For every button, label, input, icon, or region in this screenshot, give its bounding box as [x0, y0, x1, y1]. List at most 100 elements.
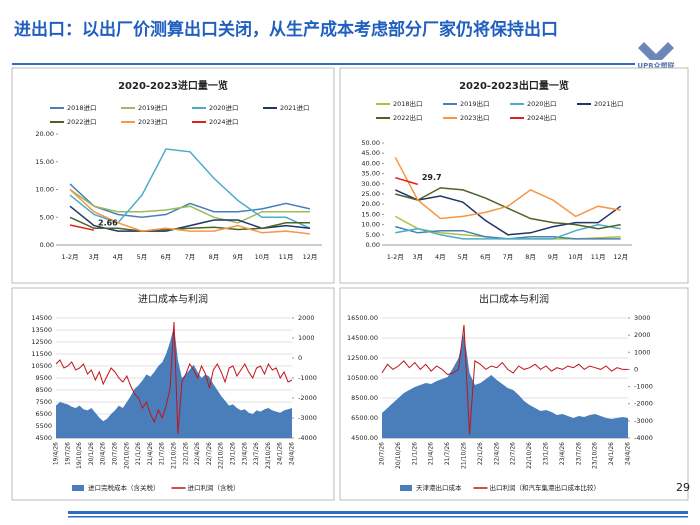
- x-tick-label: 22/7/26: [206, 442, 213, 465]
- x-tick-label: 21/7/26: [159, 442, 166, 465]
- chart-title: 2020-2023进口量一览: [118, 79, 228, 92]
- x-tick-label: 23/1/26: [543, 442, 550, 465]
- y-tick-label: 12500.00: [347, 354, 378, 362]
- x-tick-label: 24/4/26: [625, 442, 632, 465]
- x-tick-label: 3月: [412, 253, 423, 261]
- chart-title: 2020-2023出口量一览: [459, 79, 569, 92]
- y-tick-label: 10500: [31, 362, 52, 370]
- line: [55, 321, 293, 435]
- x-tick-label: 21/10/26: [171, 442, 178, 469]
- area: [382, 333, 628, 438]
- x-tick-label: 22/7/26: [510, 442, 517, 465]
- x-tick-label: 11月: [279, 253, 294, 261]
- x-tick-label: 22/10/26: [526, 442, 533, 469]
- x-tick-label: 23/4/26: [559, 442, 566, 465]
- legend-label: 2018出口: [393, 99, 423, 108]
- x-tick-label: 23/4/26: [241, 442, 248, 465]
- data-label: 29.7: [422, 173, 442, 182]
- legend-label: 2018进口: [67, 104, 97, 112]
- y-tick-label: 20.00: [35, 130, 54, 138]
- x-tick-label: 19/10/26: [76, 442, 83, 469]
- line: [69, 148, 311, 229]
- chart-title: 进口成本与利润: [138, 293, 208, 306]
- y-tick-label: 14500: [31, 314, 52, 322]
- legend-label: 2020进口: [209, 104, 239, 112]
- logo-text: UPR众塑联: [637, 61, 675, 70]
- x-tick-label: 6月: [161, 253, 172, 261]
- legend-label: 2021出口: [594, 99, 624, 108]
- y-tick-label: 6500.00: [351, 414, 378, 422]
- line: [395, 223, 621, 240]
- x-tick-label: 24/1/26: [608, 442, 615, 465]
- y-tick-label: 7500: [35, 398, 52, 406]
- legend-label: 2022进口: [67, 118, 97, 126]
- y2-tick-label: -3000: [634, 417, 653, 425]
- y2-tick-label: -1000: [634, 383, 653, 391]
- chart-title: 出口成本与利润: [479, 293, 549, 306]
- y-tick-label: 8500.00: [351, 394, 378, 402]
- legend-label: 2023出口: [460, 113, 490, 122]
- x-tick-label: 21/4/26: [428, 442, 435, 465]
- y2-tick-label: -4000: [298, 434, 317, 442]
- y-tick-label: 20.00: [361, 200, 380, 208]
- x-tick-label: 10月: [255, 253, 270, 261]
- logo-icon: [638, 42, 674, 60]
- x-tick-label: 5月: [458, 253, 469, 261]
- y-tick-label: 4500.00: [351, 434, 378, 442]
- panel: [11, 67, 335, 284]
- x-tick-label: 3月: [89, 253, 100, 261]
- y2-tick-label: 0: [634, 365, 638, 373]
- y-tick-label: 25.00: [361, 190, 380, 198]
- x-tick-label: 8月: [525, 253, 536, 261]
- line: [69, 205, 311, 232]
- x-tick-label: 22/4/26: [493, 442, 500, 465]
- x-tick-label: 24/1/26: [277, 442, 284, 465]
- x-tick-label: 22/1/26: [477, 442, 484, 465]
- legend-label: 2019出口: [460, 99, 490, 108]
- y2-tick-label: 1000: [634, 348, 651, 356]
- x-tick-label: 20/10/26: [123, 442, 130, 469]
- logo: UPR众塑联: [637, 42, 676, 70]
- x-tick-label: 23/10/26: [592, 442, 599, 469]
- line: [394, 156, 621, 220]
- y2-tick-label: -3000: [298, 414, 317, 422]
- legend-label: 进口利润（含税）: [188, 483, 240, 492]
- y-tick-label: 0.00: [40, 241, 54, 249]
- x-tick-label: 21/7/26: [444, 442, 451, 465]
- y-tick-label: 5500: [35, 422, 52, 430]
- x-tick-label: 22/10/26: [218, 442, 225, 469]
- line: [394, 189, 622, 236]
- x-tick-label: 9月: [233, 253, 244, 261]
- y2-tick-label: 3000: [634, 314, 651, 322]
- x-tick-label: 1-2月: [387, 253, 404, 261]
- x-tick-label: 1-2月: [61, 253, 78, 261]
- y2-tick-label: 2000: [634, 331, 651, 339]
- y-tick-label: 6500: [35, 410, 52, 418]
- x-tick-label: 20/7/26: [112, 442, 119, 465]
- legend-label: 2024出口: [527, 113, 557, 122]
- y-tick-label: 8500: [35, 386, 52, 394]
- x-tick-label: 20/7/26: [379, 442, 386, 465]
- x-tick-label: 12月: [613, 253, 628, 261]
- y-tick-label: 16500.00: [347, 314, 378, 322]
- x-tick-label: 4月: [435, 253, 446, 261]
- y-tick-label: 45.00: [361, 149, 380, 157]
- x-tick-label: 23/10/26: [265, 442, 272, 469]
- y2-tick-label: -1000: [298, 374, 317, 382]
- y-tick-label: 40.00: [361, 159, 380, 167]
- y-tick-label: 5.00: [366, 231, 380, 239]
- y-tick-label: 0.00: [366, 241, 380, 249]
- legend-label: 进口完税成本（含关税）: [88, 483, 160, 492]
- y2-tick-label: 2000: [298, 314, 315, 322]
- x-tick-label: 23/7/26: [575, 442, 582, 465]
- footer-bar: [68, 511, 688, 514]
- y-tick-label: 15.00: [35, 158, 54, 166]
- legend-label: 天津港出口成本: [416, 483, 462, 492]
- x-tick-label: 10月: [568, 253, 583, 261]
- line: [69, 188, 310, 224]
- x-tick-label: 4月: [113, 253, 124, 261]
- y-tick-label: 50.00: [361, 139, 380, 147]
- x-tick-label: 7月: [503, 253, 514, 261]
- legend-label: 2023进口: [138, 118, 168, 126]
